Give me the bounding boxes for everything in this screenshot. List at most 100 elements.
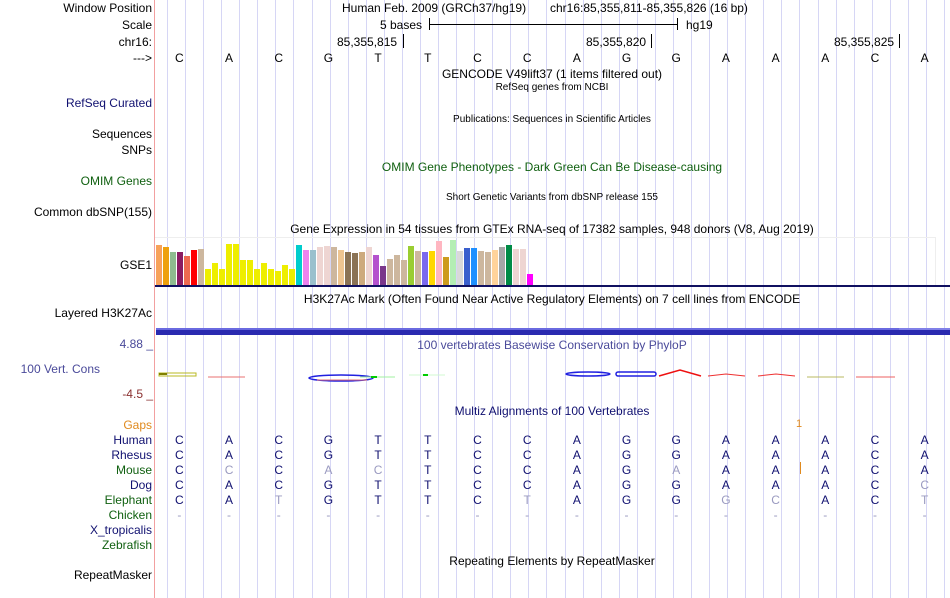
gtex-tissue-bar[interactable]: [380, 265, 386, 286]
dbsnp-track-title[interactable]: Short Genetic Variants from dbSNP releas…: [446, 192, 658, 203]
alignment-base: C: [175, 448, 184, 462]
gtex-tissue-bar[interactable]: [422, 251, 428, 286]
gtex-tissue-bar[interactable]: [247, 259, 253, 286]
refseq-track-label[interactable]: RefSeq Curated: [65, 96, 152, 110]
gtex-bar-chart[interactable]: [155, 237, 936, 286]
gencode-track-title[interactable]: GENCODE V49lift37 (1 items filtered out): [441, 67, 663, 81]
phylop-track-title[interactable]: 100 vertebrates Basewise Conservation by…: [417, 338, 687, 352]
multiz-track-title[interactable]: Multiz Alignments of 100 Vertebrates: [454, 404, 650, 418]
gtex-tissue-bar[interactable]: [289, 268, 295, 286]
gtex-tissue-bar[interactable]: [324, 245, 330, 286]
refseq-track-title[interactable]: RefSeq genes from NCBI: [495, 82, 609, 93]
gtex-tissue-bar[interactable]: [429, 250, 435, 286]
gtex-tissue-bar[interactable]: [401, 259, 407, 286]
phylop-mark: [615, 371, 657, 377]
gtex-tissue-bar[interactable]: [205, 268, 211, 286]
gtex-tissue-bar[interactable]: [471, 247, 477, 286]
publications-track-label-line2[interactable]: SNPs: [121, 143, 152, 157]
gridline: [293, 0, 295, 598]
coord-tick: [899, 34, 900, 48]
gtex-tissue-bar[interactable]: [436, 241, 442, 286]
gtex-tissue-bar[interactable]: [219, 268, 225, 286]
gtex-tissue-bar[interactable]: [527, 273, 533, 286]
gtex-tissue-bar[interactable]: [261, 263, 267, 286]
gtex-tissue-bar[interactable]: [492, 249, 498, 286]
gtex-tissue-bar[interactable]: [443, 257, 449, 286]
gtex-tissue-bar[interactable]: [184, 256, 190, 286]
gtex-track-title[interactable]: Gene Expression in 54 tissues from GTEx …: [290, 222, 814, 236]
gtex-tissue-bar[interactable]: [478, 250, 484, 286]
omim-track-title[interactable]: OMIM Gene Phenotypes - Dark Green Can Be…: [381, 160, 723, 174]
repeatmasker-track-title[interactable]: Repeating Elements by RepeatMasker: [449, 554, 655, 568]
gtex-tissue-bar[interactable]: [499, 247, 505, 286]
publications-track-label-line1[interactable]: Sequences: [91, 127, 152, 141]
alignment-base: T: [523, 493, 531, 507]
phylop-mark: [360, 376, 395, 378]
species-label-zebrafish[interactable]: Zebrafish: [101, 538, 152, 552]
gtex-tissue-bar[interactable]: [450, 240, 456, 286]
gtex-tissue-bar[interactable]: [233, 243, 239, 286]
gtex-tissue-bar[interactable]: [464, 247, 470, 286]
sequence-base: G: [621, 51, 632, 65]
alignment-base: -: [823, 508, 828, 522]
gtex-tissue-bar[interactable]: [268, 268, 274, 286]
gtex-tissue-bar[interactable]: [317, 247, 323, 286]
dbsnp-track-label[interactable]: Common dbSNP(155): [33, 205, 152, 219]
species-label-mouse[interactable]: Mouse: [115, 463, 152, 477]
gtex-tissue-bar[interactable]: [387, 258, 393, 286]
h3k27ac-track-title[interactable]: H3K27Ac Mark (Often Found Near Active Re…: [303, 292, 801, 306]
h3k27ac-track-label[interactable]: Layered H3K27Ac: [54, 306, 152, 320]
gtex-tissue-bar[interactable]: [506, 244, 512, 286]
gtex-tissue-bar[interactable]: [226, 243, 232, 286]
gtex-tissue-bar[interactable]: [170, 251, 176, 286]
gtex-tissue-bar[interactable]: [212, 263, 218, 286]
alignment-base: T: [275, 493, 283, 507]
species-label-chicken[interactable]: Chicken: [108, 508, 152, 522]
gtex-tissue-bar[interactable]: [338, 249, 344, 286]
gtex-tissue-bar[interactable]: [156, 245, 162, 286]
species-label-x_tropicalis[interactable]: X_tropicalis: [89, 523, 152, 537]
species-label-dog[interactable]: Dog: [129, 478, 152, 492]
gtex-tissue-bar[interactable]: [373, 255, 379, 286]
gtex-tissue-bar[interactable]: [254, 269, 260, 286]
repeatmasker-track-label[interactable]: RepeatMasker: [73, 568, 152, 582]
position-readout[interactable]: chr16:85,355,811-85,355,826 (16 bp): [550, 1, 748, 15]
alignment-base: -: [674, 508, 679, 522]
gtex-tissue-bar[interactable]: [408, 245, 414, 286]
gtex-tissue-bar[interactable]: [191, 250, 197, 286]
species-label-human[interactable]: Human: [113, 433, 152, 447]
gtex-tissue-bar[interactable]: [457, 250, 463, 286]
publications-track-title[interactable]: Publications: Sequences in Scientific Ar…: [453, 114, 651, 125]
alignment-base: T: [374, 478, 382, 492]
gtex-tissue-bar[interactable]: [394, 255, 400, 286]
gtex-tissue-bar[interactable]: [513, 249, 519, 286]
gtex-tissue-bar[interactable]: [520, 248, 526, 286]
omim-track-label[interactable]: OMIM Genes: [80, 174, 152, 188]
gtex-tissue-bar[interactable]: [352, 253, 358, 286]
gtex-tissue-bar[interactable]: [177, 252, 183, 286]
gtex-track-label[interactable]: GSE1: [119, 258, 152, 272]
gtex-tissue-bar[interactable]: [296, 245, 302, 286]
phylop-track-label[interactable]: 100 Vert. Cons: [20, 362, 100, 376]
gtex-tissue-bar[interactable]: [331, 247, 337, 286]
alignment-base: -: [177, 508, 182, 522]
gtex-tissue-bar[interactable]: [198, 249, 204, 286]
gtex-tissue-bar[interactable]: [359, 251, 365, 286]
gtex-tissue-bar[interactable]: [366, 246, 372, 286]
gtex-tissue-bar[interactable]: [485, 251, 491, 286]
gtex-tissue-bar[interactable]: [163, 246, 169, 286]
coord-tick: [651, 34, 652, 48]
gtex-tissue-bar[interactable]: [310, 249, 316, 286]
alignment-base: T: [424, 493, 432, 507]
gtex-tissue-bar[interactable]: [275, 271, 281, 286]
species-label-rhesus[interactable]: Rhesus: [111, 448, 152, 462]
gtex-tissue-bar[interactable]: [303, 249, 309, 286]
species-label-elephant[interactable]: Elephant: [104, 493, 152, 507]
alignment-base: A: [572, 493, 581, 507]
gtex-tissue-bar[interactable]: [345, 252, 351, 286]
label-column-divider: [154, 0, 155, 598]
gtex-tissue-bar[interactable]: [282, 264, 288, 286]
phylop-conservation-plot[interactable]: [155, 355, 950, 395]
gtex-tissue-bar[interactable]: [415, 250, 421, 286]
gtex-tissue-bar[interactable]: [240, 259, 246, 286]
